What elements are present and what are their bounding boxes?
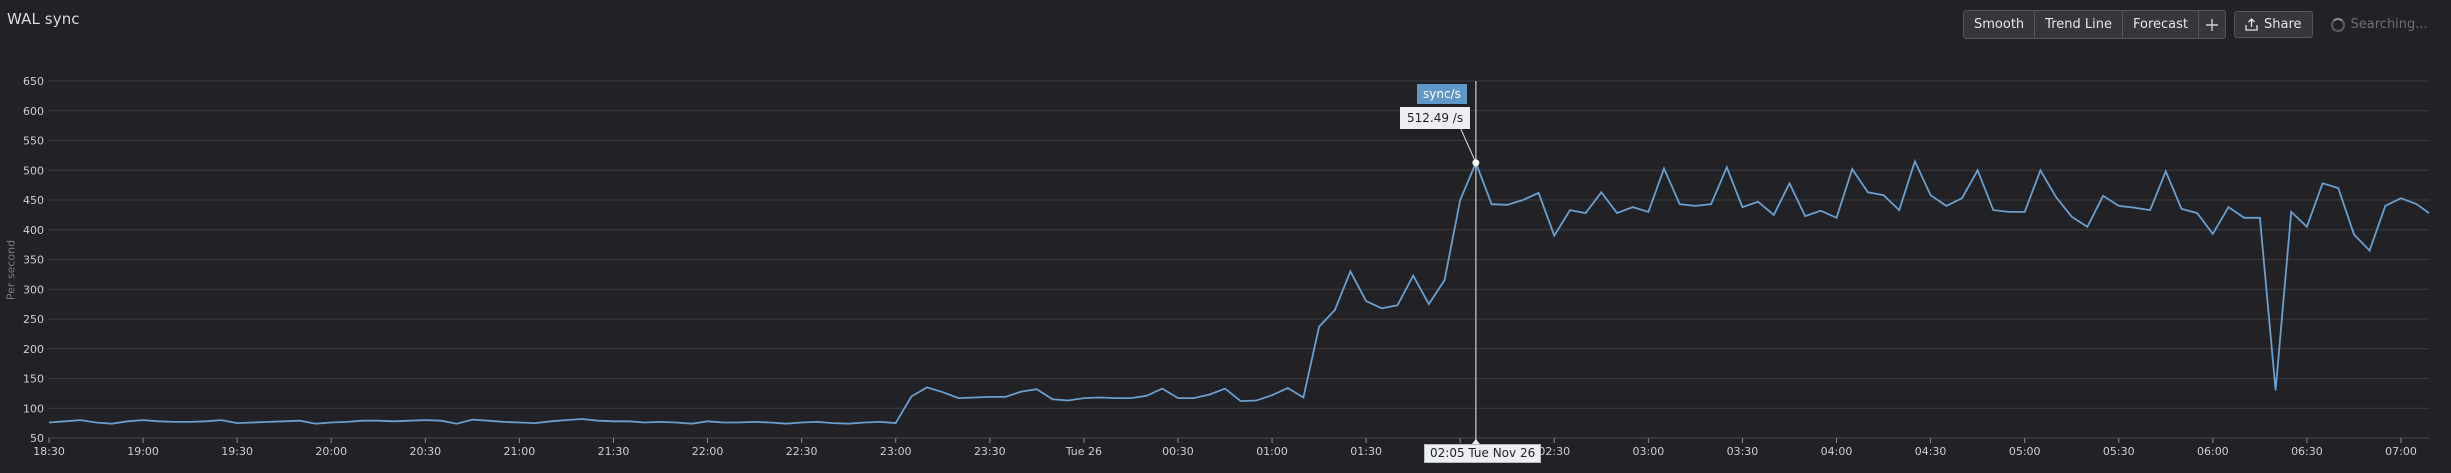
- tooltip-value: 512.49 /s: [1400, 107, 1471, 129]
- x-tick-label: 19:00: [127, 445, 159, 458]
- x-tick-label: 04:30: [1915, 445, 1947, 458]
- x-tick-label: 23:30: [974, 445, 1006, 458]
- x-tick-label: 00:30: [1162, 445, 1194, 458]
- searching-label: Searching...: [2350, 17, 2428, 32]
- y-tick-label: 100: [23, 402, 44, 415]
- x-tick-label: 03:30: [1727, 445, 1759, 458]
- analysis-button-group: Smooth Trend Line Forecast: [1963, 10, 2226, 39]
- x-tick-label: 20:00: [315, 445, 347, 458]
- x-tick-label: 04:00: [1821, 445, 1853, 458]
- x-tick-label: 05:30: [2103, 445, 2135, 458]
- panel-title: WAL sync: [7, 10, 80, 28]
- y-tick-label: 150: [23, 373, 44, 386]
- x-tick-label: 05:00: [2009, 445, 2041, 458]
- x-tick-label: 22:00: [692, 445, 724, 458]
- search-status: Searching...: [2330, 17, 2428, 32]
- x-tick-label: 01:30: [1350, 445, 1382, 458]
- x-tick-label: 02:30: [1538, 445, 1570, 458]
- x-tick-label: 19:30: [221, 445, 253, 458]
- x-tick-label: 20:30: [409, 445, 441, 458]
- x-tick-label: 21:30: [598, 445, 630, 458]
- smooth-button[interactable]: Smooth: [1964, 11, 2036, 38]
- x-tick-label: Tue 26: [1065, 445, 1102, 458]
- x-tick-label: 21:00: [504, 445, 536, 458]
- x-tick-label: 01:00: [1256, 445, 1288, 458]
- plus-icon: [2206, 19, 2218, 31]
- share-button[interactable]: Share: [2234, 11, 2313, 38]
- forecast-button[interactable]: Forecast: [2123, 11, 2199, 38]
- y-tick-label: 600: [23, 105, 44, 118]
- x-tick-label: 03:00: [1633, 445, 1665, 458]
- y-tick-label: 650: [23, 75, 44, 88]
- y-tick-label: 200: [23, 343, 44, 356]
- x-tick-label: 06:30: [2291, 445, 2323, 458]
- tooltip-series-label: sync/s: [1417, 84, 1467, 104]
- panel-toolbar: Smooth Trend Line Forecast Share Searchi…: [1963, 10, 2428, 39]
- y-tick-label: 350: [23, 254, 44, 267]
- x-tick-label: 18:30: [33, 445, 65, 458]
- trend-line-button[interactable]: Trend Line: [2035, 11, 2123, 38]
- y-tick-label: 550: [23, 135, 44, 148]
- y-tick-label: 50: [30, 432, 44, 445]
- upload-icon: [2245, 18, 2258, 31]
- y-tick-label: 450: [23, 194, 44, 207]
- x-tick-label: 07:00: [2385, 445, 2417, 458]
- y-tick-label: 500: [23, 164, 44, 177]
- spinner-icon: [2330, 17, 2345, 32]
- y-tick-label: 300: [23, 283, 44, 296]
- series-line-sync: [48, 158, 2430, 425]
- share-label: Share: [2264, 17, 2302, 32]
- y-tick-label: 250: [23, 313, 44, 326]
- y-tick-label: 400: [23, 224, 44, 237]
- x-tick-label: 22:30: [786, 445, 818, 458]
- tooltip-time: 02:05 Tue Nov 26: [1424, 444, 1542, 463]
- tooltip-leader-line: [1460, 128, 1477, 164]
- crosshair-marker: [1471, 439, 1480, 444]
- x-tick-label: 06:00: [2197, 445, 2229, 458]
- highlight-point: [1472, 159, 1480, 167]
- add-analysis-button[interactable]: [2199, 11, 2225, 38]
- x-tick-label: 23:00: [880, 445, 912, 458]
